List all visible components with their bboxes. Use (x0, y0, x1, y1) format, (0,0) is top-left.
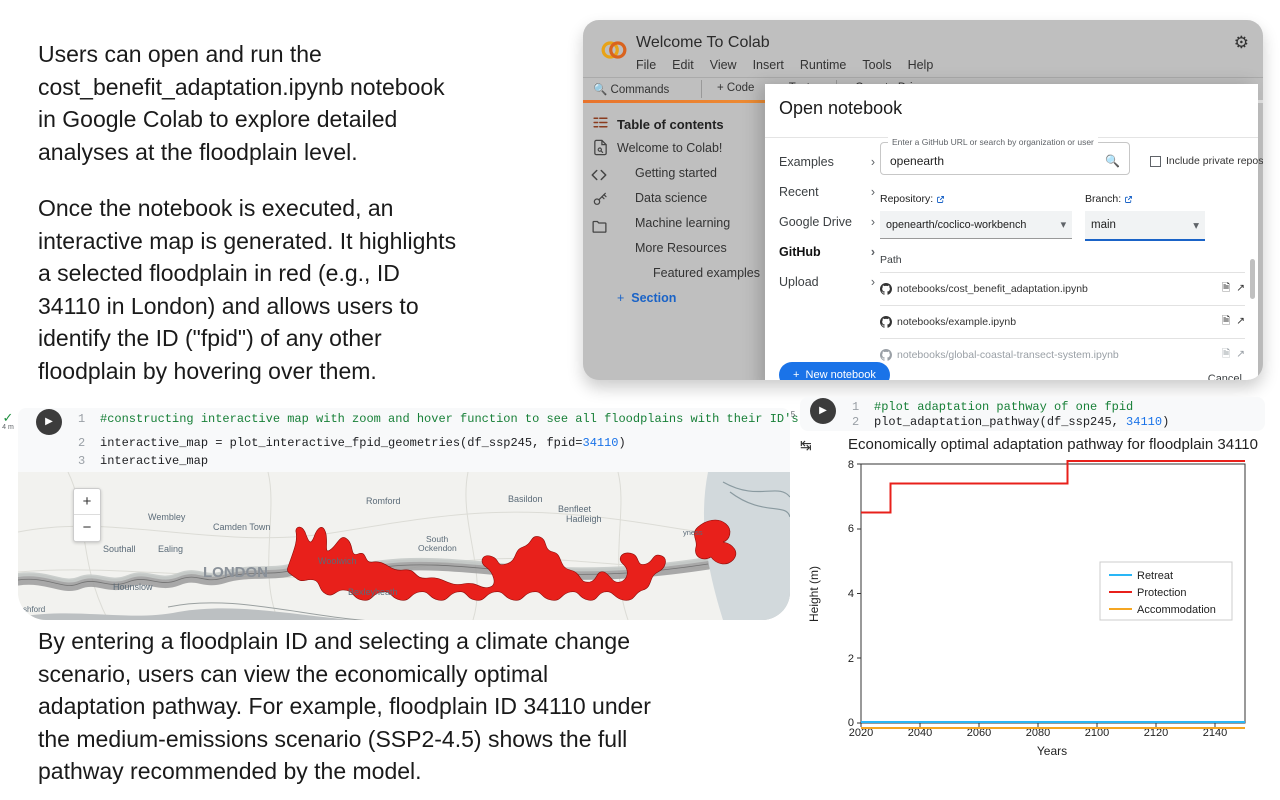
svg-text:LONDON: LONDON (203, 564, 268, 581)
svg-text:Protection: Protection (1137, 587, 1187, 599)
svg-text:Years: Years (1037, 744, 1067, 758)
svg-text:Southall: Southall (103, 544, 136, 554)
svg-text:4: 4 (848, 588, 854, 600)
svg-text:Wembley: Wembley (148, 512, 186, 522)
svg-text:Hadleigh: Hadleigh (566, 514, 602, 524)
svg-text:Retreat: Retreat (1137, 570, 1173, 582)
svg-text:Height (m): Height (m) (807, 566, 821, 622)
svg-text:Benfleet: Benfleet (558, 504, 592, 514)
svg-text:Bexleyheath: Bexleyheath (348, 587, 398, 597)
svg-text:Romford: Romford (366, 496, 401, 506)
svg-text:Ealing: Ealing (158, 544, 183, 554)
svg-text:shford: shford (23, 605, 45, 614)
svg-text:2: 2 (848, 653, 854, 665)
svg-text:6: 6 (848, 523, 854, 535)
svg-text:yness: yness (683, 528, 703, 537)
svg-text:Accommodation: Accommodation (1137, 604, 1216, 616)
svg-text:Hounslow: Hounslow (113, 582, 153, 592)
svg-text:Basildon: Basildon (508, 494, 543, 504)
svg-text:Economically optimal adaptatio: Economically optimal adaptation pathway … (848, 436, 1258, 453)
svg-text:Ockendon: Ockendon (418, 543, 457, 553)
svg-text:Woolwich: Woolwich (318, 556, 356, 566)
svg-text:8: 8 (848, 459, 854, 471)
svg-text:Camden Town: Camden Town (213, 522, 270, 532)
